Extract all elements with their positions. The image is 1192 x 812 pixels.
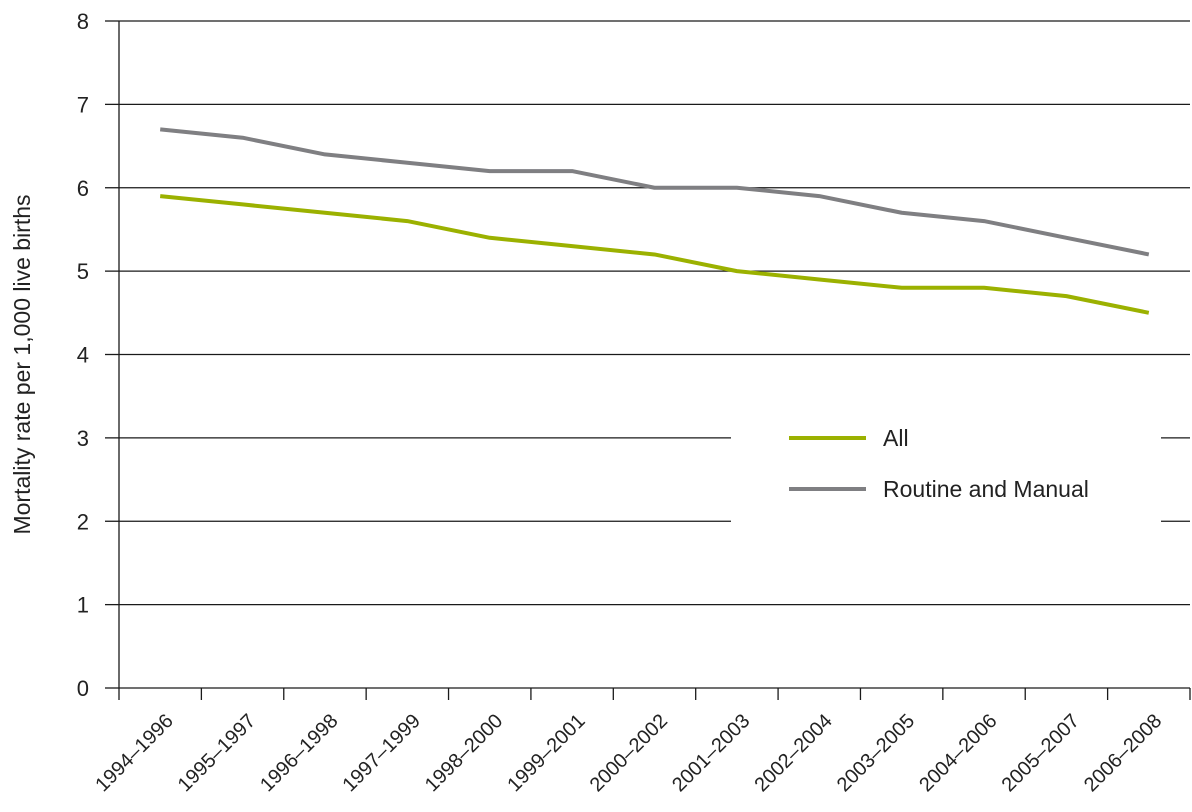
x-tick-label: 2000–2002 (586, 710, 672, 796)
data-point (323, 152, 327, 156)
data-point (1064, 294, 1068, 298)
x-tick-label: 1998–2000 (421, 710, 507, 796)
data-point (570, 169, 574, 173)
y-tick-label: 7 (77, 92, 89, 117)
data-point (1064, 236, 1068, 240)
series-line-all (159, 194, 1150, 315)
data-point (488, 169, 492, 173)
y-tick-label: 8 (77, 9, 89, 34)
x-tick-label: 1997–1999 (339, 710, 425, 796)
data-point (982, 286, 986, 290)
legend-background (731, 405, 1161, 535)
x-tick-label: 1999–2001 (503, 710, 589, 796)
data-point (735, 186, 739, 190)
legend: All Routine and Manual (731, 405, 1161, 535)
data-point (982, 219, 986, 223)
data-point (653, 186, 657, 190)
y-tick-label: 4 (77, 343, 89, 368)
y-tick-label: 0 (77, 676, 89, 701)
data-point (241, 136, 245, 140)
data-point (900, 286, 904, 290)
data-point (817, 277, 821, 281)
x-tick-label: 1995–1997 (174, 710, 260, 796)
data-point (817, 194, 821, 198)
y-tick-label: 6 (77, 176, 89, 201)
x-tick-label: 1996–1998 (256, 710, 342, 796)
x-tick-label: 1994–1996 (91, 710, 177, 796)
data-point (653, 252, 657, 256)
data-point (1147, 252, 1151, 256)
y-tick-label: 3 (77, 426, 89, 451)
data-point (158, 127, 162, 131)
x-tick-label: 2005–2007 (998, 710, 1084, 796)
axes: 0 1 2 3 4 5 6 7 8 1994–19961995–19971996–19981997… (77, 9, 1191, 796)
data-point (241, 202, 245, 206)
x-tick-label: 2003–2005 (833, 710, 919, 796)
y-tick-label: 1 (77, 593, 89, 618)
legend-label: Routine and Manual (883, 476, 1089, 502)
series-line-routine-and-manual (159, 127, 1150, 257)
data-point (1147, 311, 1151, 315)
data-point (900, 211, 904, 215)
x-tick-label: 2002–2004 (750, 710, 836, 796)
x-tick-label: 2006–2008 (1080, 710, 1166, 796)
data-point (158, 194, 162, 198)
y-axis-label: Mortality rate per 1,000 live births (9, 194, 35, 534)
data-point (735, 269, 739, 273)
data-point (405, 161, 409, 165)
data-point (405, 219, 409, 223)
data-point (570, 244, 574, 248)
y-tick-label: 2 (77, 509, 89, 534)
data-point (323, 211, 327, 215)
x-tick-label: 2004–2006 (915, 710, 1001, 796)
legend-label: All (883, 425, 909, 451)
y-tick-label: 5 (77, 259, 89, 284)
series-lines (158, 127, 1151, 315)
x-tick-label: 2001–2003 (668, 710, 754, 796)
data-point (488, 236, 492, 240)
